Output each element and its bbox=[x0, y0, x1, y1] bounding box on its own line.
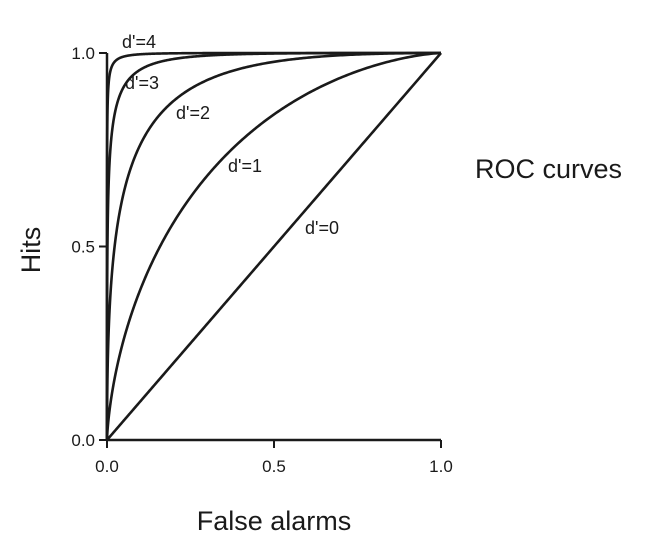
curve-label-dprime-1: d'=1 bbox=[228, 156, 262, 176]
curve-label-dprime-2: d'=2 bbox=[176, 103, 210, 123]
ticks: 0.0 0.5 1.0 0.0 0.5 1.0 bbox=[71, 44, 452, 476]
curve-labels: d'=0 d'=1 d'=2 d'=3 d'=4 bbox=[122, 32, 339, 238]
x-tick-label-2: 1.0 bbox=[429, 457, 453, 476]
y-tick-label-2: 1.0 bbox=[71, 44, 95, 63]
curve-label-dprime-3: d'=3 bbox=[125, 73, 159, 93]
roc-curve-dprime-1 bbox=[105, 51, 442, 442]
curve-label-dprime-4: d'=4 bbox=[122, 32, 156, 52]
x-tick-label-1: 0.5 bbox=[262, 457, 286, 476]
curve-label-dprime-0: d'=0 bbox=[305, 218, 339, 238]
y-tick-label-1: 0.5 bbox=[71, 238, 95, 257]
y-tick-label-0: 0.0 bbox=[71, 431, 95, 450]
roc-curves-label: ROC curves bbox=[475, 154, 622, 184]
roc-curve-dprime-2 bbox=[105, 51, 441, 442]
x-axis-label: False alarms bbox=[197, 506, 352, 536]
roc-curves bbox=[105, 51, 442, 442]
roc-curve-dprime-0 bbox=[105, 52, 442, 442]
x-tick-label-0: 0.0 bbox=[95, 457, 119, 476]
roc-curve-dprime-4 bbox=[105, 51, 441, 440]
y-axis-label: Hits bbox=[16, 227, 46, 274]
